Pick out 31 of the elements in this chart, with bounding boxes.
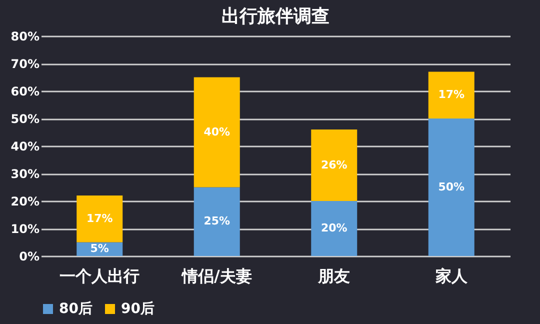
bar: [311, 201, 358, 256]
y-tick-label: 0%: [19, 250, 40, 264]
y-tick-label: 70%: [10, 57, 40, 71]
x-tick-label: 情侣/夫妻: [180, 266, 252, 286]
y-tick-label: 60%: [10, 84, 40, 98]
y-tick-label: 20%: [10, 194, 40, 208]
y-tick-label: 30%: [10, 167, 40, 181]
legend-label: 90后: [121, 300, 154, 317]
data-label: 5%: [90, 242, 109, 256]
data-label: 17%: [438, 88, 465, 102]
bar: [194, 187, 240, 256]
bar: [428, 118, 474, 256]
bar: [76, 196, 123, 242]
y-tick-label: 50%: [10, 112, 40, 126]
y-tick-label: 40%: [10, 140, 40, 154]
data-label: 40%: [204, 125, 230, 138]
bar: [194, 77, 240, 188]
x-tick-label: 朋友: [317, 266, 350, 286]
x-tick-label: 一个人出行: [60, 266, 140, 286]
data-label: 17%: [86, 212, 113, 225]
x-tick-label: 家人: [434, 266, 468, 286]
y-tick-label: 10%: [10, 222, 40, 236]
bar: [428, 72, 474, 118]
data-label: 20%: [320, 222, 348, 234]
data-label: 50%: [438, 180, 465, 194]
data-label: 25%: [204, 214, 230, 228]
bar: [311, 130, 358, 201]
data-label: 26%: [320, 158, 348, 172]
y-tick-label: 80%: [10, 30, 40, 44]
legend-label: 80后: [59, 300, 92, 317]
chart-title: 出行旅伴调查: [222, 6, 330, 27]
